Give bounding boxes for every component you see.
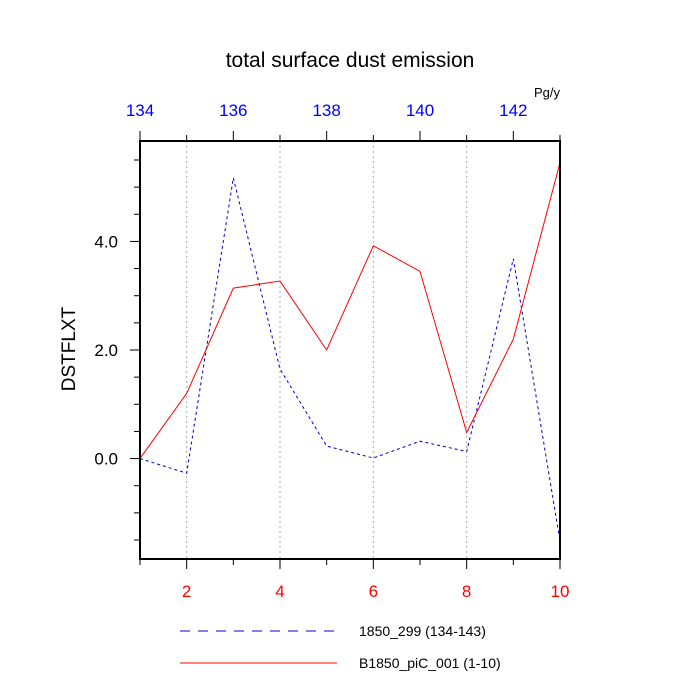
- x-bottom-tick-label: 10: [551, 582, 570, 601]
- units-label: Pg/y: [534, 85, 561, 100]
- x-top-tick-label: 134: [126, 101, 154, 120]
- y-tick-label: 0.0: [94, 450, 118, 469]
- legend: 1850_299 (134-143) B1850_piC_001 (1-10): [180, 623, 501, 671]
- x-bottom-tick-label: 6: [369, 582, 378, 601]
- x-top-tick-label: 138: [312, 101, 340, 120]
- legend-label-1: B1850_piC_001 (1-10): [359, 655, 501, 671]
- axes: 2 4 6 8 10 134 136 138 140 142 0.0 2.0 4.0: [94, 101, 569, 601]
- x-bottom-tick-label: 4: [275, 582, 284, 601]
- x-top-tick-label: 142: [499, 101, 527, 120]
- series-layer: [139, 162, 561, 542]
- y-axis-title: DSTFLXT: [59, 306, 80, 391]
- chart-title: total surface dust emission: [226, 49, 475, 72]
- y-tick-label: 2.0: [94, 341, 118, 360]
- series-line-0: [139, 177, 561, 542]
- plot-frame: [139, 140, 561, 560]
- legend-label-0: 1850_299 (134-143): [359, 623, 486, 639]
- x-bottom-tick-label: 2: [182, 582, 191, 601]
- x-top-tick-label: 136: [219, 101, 247, 120]
- x-top-tick-label: 140: [406, 101, 434, 120]
- y-tick-label: 4.0: [94, 232, 118, 251]
- x-bottom-tick-label: 8: [462, 582, 471, 601]
- series-line-1: [139, 162, 561, 459]
